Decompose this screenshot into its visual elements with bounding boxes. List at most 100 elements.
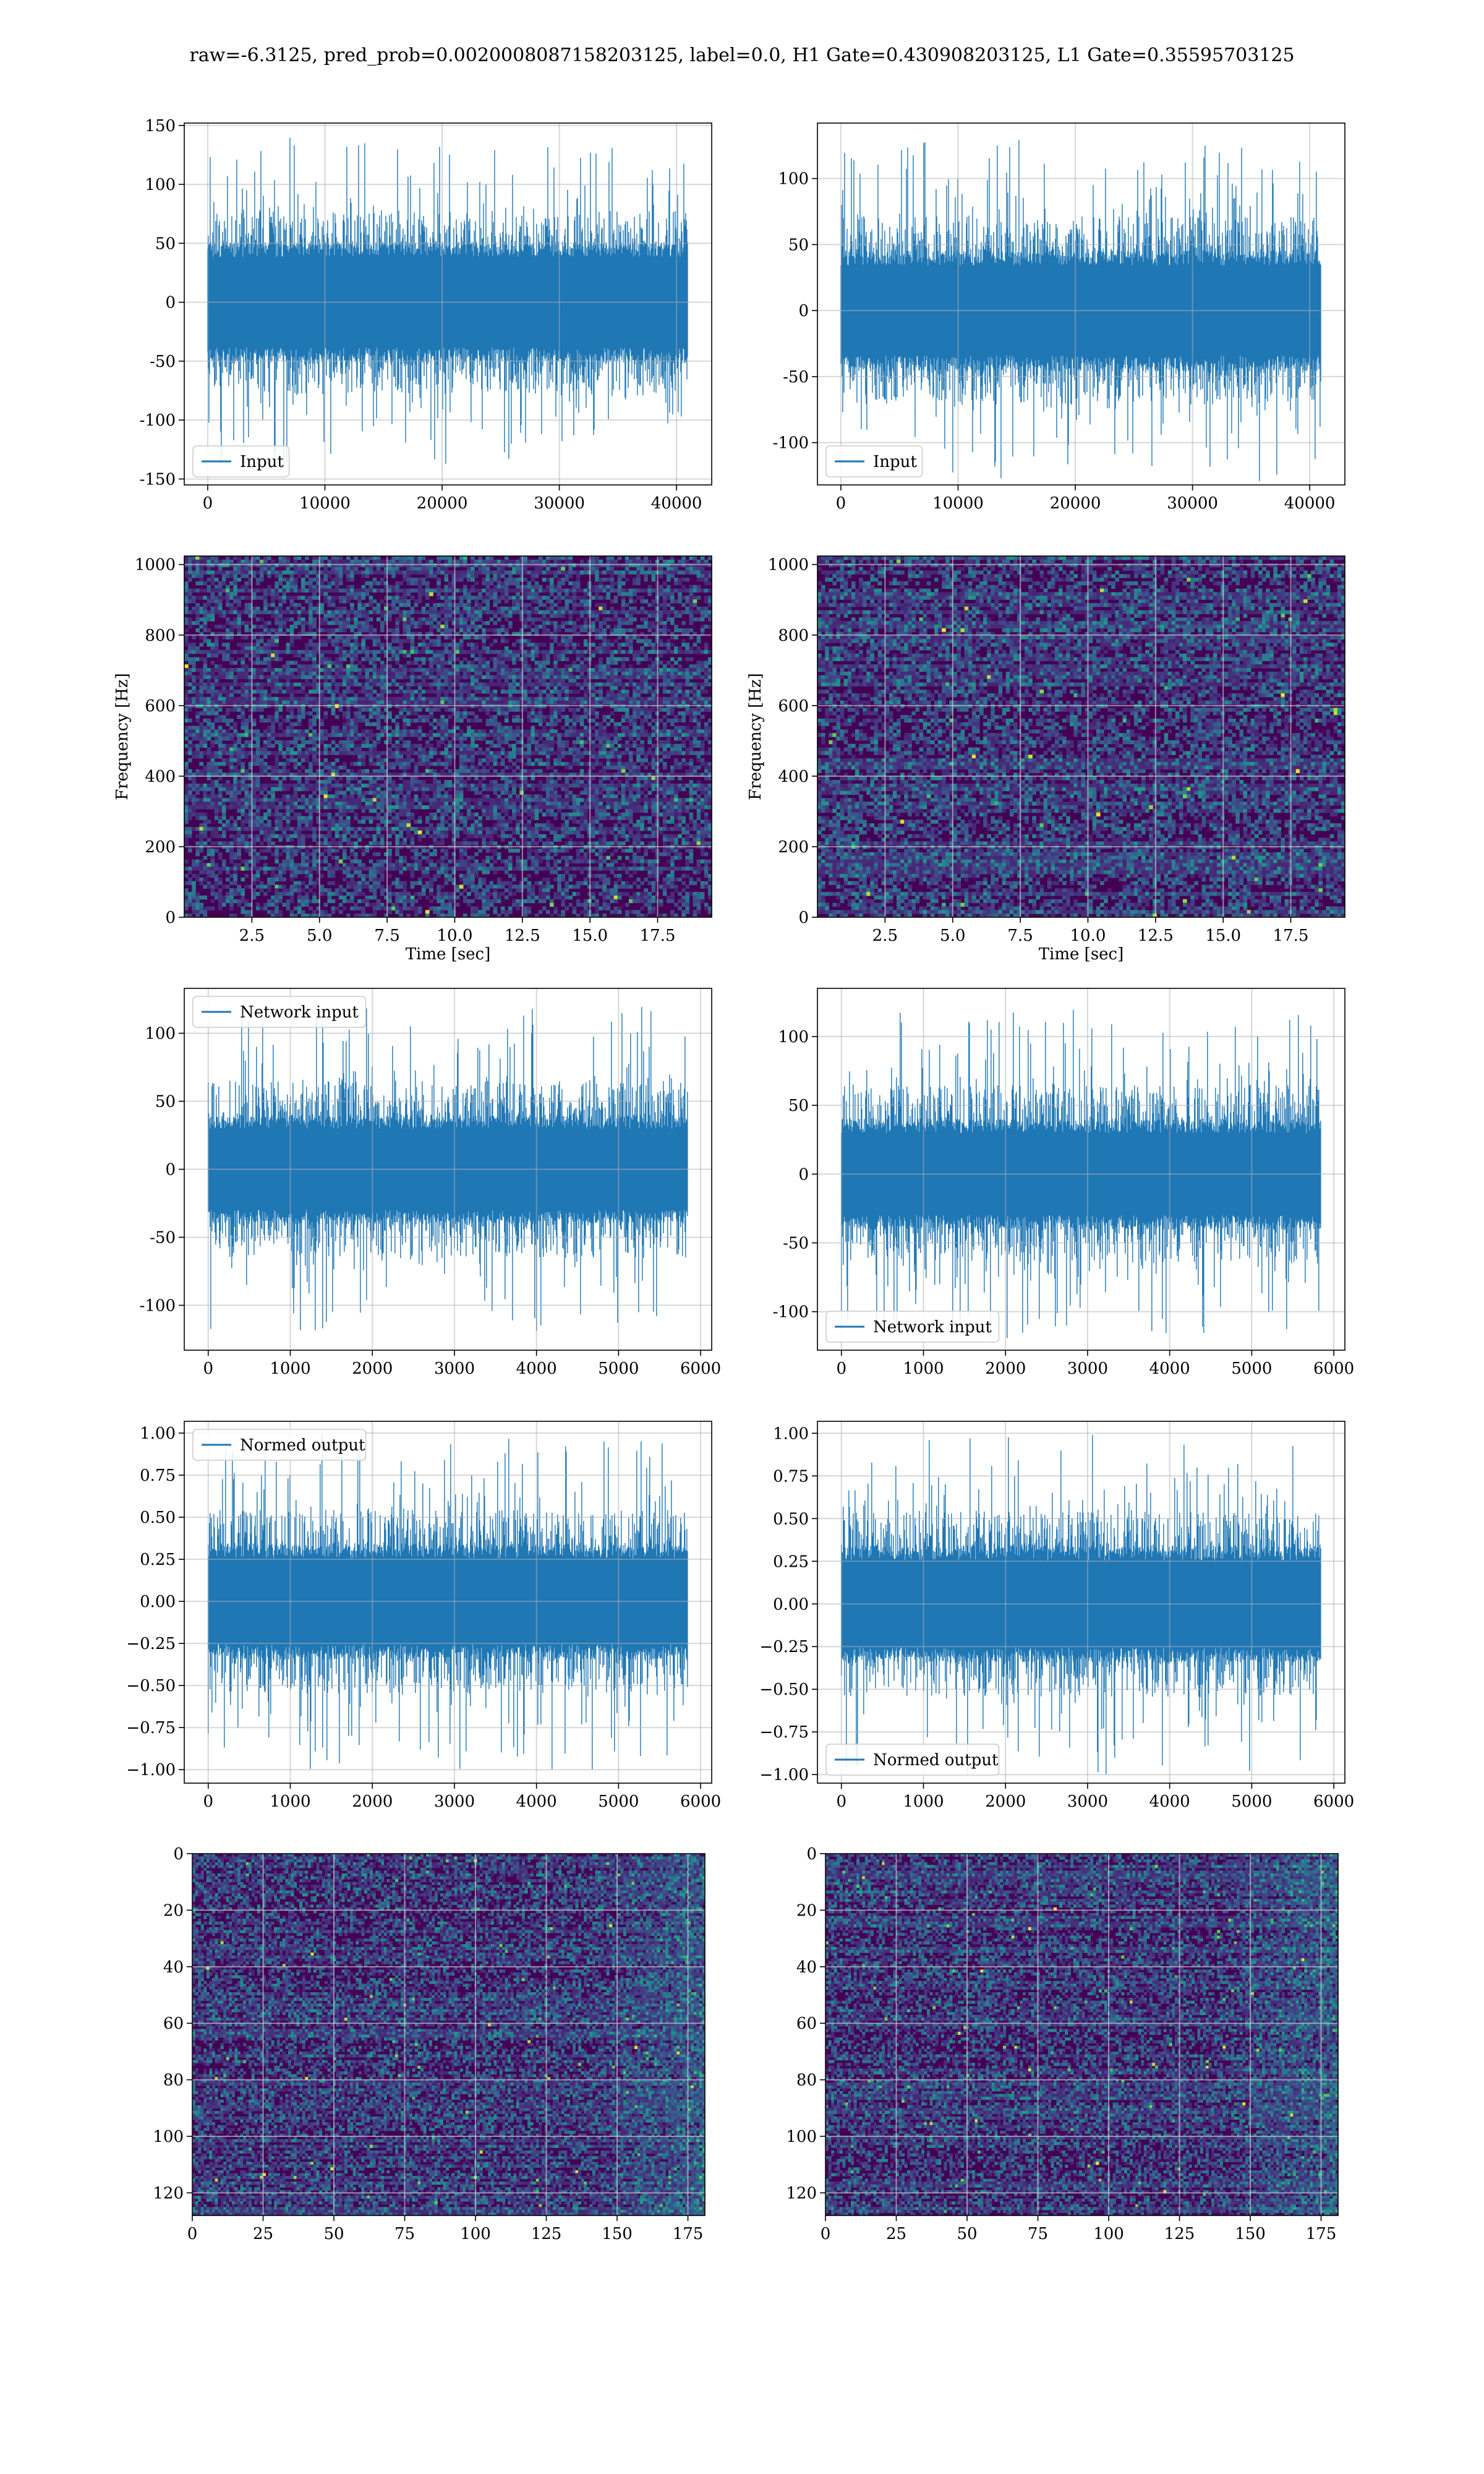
y-tick-label: 120 [786, 2184, 817, 2202]
grid-row3-right [817, 988, 1345, 1350]
legend-label: Normed output [240, 1436, 365, 1455]
axes-frame-row1-left [184, 122, 712, 486]
x-tick-label: 1000 [903, 1359, 944, 1378]
legend-row1-left: Input [192, 445, 290, 477]
grid-row1-left [184, 123, 712, 485]
x-tick-label: 4000 [1149, 1359, 1190, 1378]
y-tick-label: 80 [796, 2071, 817, 2090]
x-tick-label: 4000 [516, 1359, 557, 1378]
y-tick-label: −0.50 [759, 1680, 809, 1699]
x-tick-label: 5.0 [307, 927, 332, 945]
x-tick-label: 3000 [1067, 1792, 1108, 1811]
legend-label: Network input [240, 1003, 359, 1022]
subplot-row2-left: 2.5 5.0 7.5 10.0 12.5 15.0 17.5 0 200 400 600 800 10… [113, 555, 712, 964]
x-tick-label: 10.0 [1070, 927, 1106, 945]
y-tick-label: −1.00 [759, 1766, 809, 1784]
y-tick-label: 0.50 [140, 1509, 176, 1527]
x-tick-label: 175 [673, 2225, 704, 2243]
y-tick-label: 0 [173, 1845, 184, 1864]
y-tick-label: 100 [153, 2128, 184, 2146]
x-tick-label: 5000 [598, 1792, 639, 1811]
subplot-row1-right: 0 10000 20000 30000 40000 -100 -50 0 50 100 Input [773, 122, 1345, 513]
y-tick-label: 0 [798, 302, 809, 320]
y-tick-label: 0 [798, 1165, 809, 1184]
x-tick-label: 2.5 [872, 927, 898, 945]
axes-frame-row2-right [817, 555, 1345, 918]
x-tick-label: 5000 [598, 1359, 639, 1378]
x-tick-label: 4000 [1149, 1792, 1190, 1811]
y-tick-label: 100 [786, 2128, 817, 2146]
legend-box [192, 1429, 367, 1461]
grid-row4-right [817, 1421, 1345, 1783]
x-tick-label: 0 [836, 1359, 846, 1378]
x-tick-label: 12.5 [505, 927, 540, 945]
x-tick-label: 2000 [352, 1359, 393, 1378]
legend-box [192, 445, 290, 477]
subplot-row5-left: 0 25 50 75 100 125 150 175 0 20 40 60 80 100 120 [153, 1845, 706, 2243]
x-tick-label: 0 [203, 1359, 213, 1378]
x-tick-label: 0 [187, 2225, 198, 2243]
x-tick-label: 30000 [534, 494, 585, 513]
y-tick-label: 50 [788, 236, 809, 254]
x-tick-label: 30000 [1167, 494, 1218, 513]
legend-box [825, 1311, 1000, 1343]
x-tick-label: 50 [957, 2225, 977, 2243]
x-tick-label: 7.5 [1007, 927, 1033, 945]
y-tick-label: −1.00 [126, 1761, 176, 1779]
y-tick-label: 0.50 [773, 1510, 809, 1528]
y-axis-label: Frequency [Hz] [113, 673, 132, 800]
grid-row1-right [817, 123, 1345, 485]
subplot-row4-right: 0 1000 2000 3000 4000 5000 6000 −1.00 −0.75 −0.50… [759, 1421, 1354, 1811]
x-tick-label: 5000 [1231, 1359, 1272, 1378]
legend-row4-right: Normed output [825, 1744, 1000, 1776]
y-tick-label: 600 [778, 697, 809, 716]
y-tick-label: −0.50 [126, 1677, 176, 1695]
x-tick-label: 15.0 [1205, 927, 1241, 945]
x-tick-label: 5000 [1231, 1792, 1272, 1811]
x-tick-label: 0 [203, 1792, 213, 1811]
y-tick-label: 80 [163, 2071, 184, 2090]
y-tick-label: 60 [163, 2014, 184, 2033]
y-tick-label: 60 [796, 2014, 817, 2033]
legend-row3-right: Network input [825, 1311, 1000, 1343]
y-tick-label: 600 [145, 697, 176, 716]
x-tick-label: 17.5 [640, 927, 676, 945]
y-tick-label: 100 [778, 170, 809, 189]
legend-label: Input [240, 453, 284, 471]
x-tick-label: 6000 [680, 1792, 721, 1811]
axes-frame-row2-left [184, 555, 712, 918]
y-tick-label: −0.75 [759, 1723, 809, 1742]
subplot-row1-left: 0 10000 20000 30000 40000 -150 -100 -50 0 50 100 15… [140, 117, 712, 513]
x-tick-label: 2.5 [239, 927, 265, 945]
y-tick-label: 0.00 [140, 1593, 176, 1611]
y-tick-label: 20 [163, 1901, 184, 1920]
axes-frame-row1-right [817, 122, 1345, 486]
x-tick-label: 25 [253, 2225, 273, 2243]
x-tick-label: 6000 [680, 1359, 721, 1378]
y-tick-label: 100 [145, 1025, 176, 1043]
axes-frame-row3-right [817, 988, 1345, 1351]
legend-label: Network input [873, 1318, 992, 1337]
y-tick-label: -100 [140, 411, 176, 430]
x-tick-label: 6000 [1313, 1359, 1354, 1378]
y-tick-label: 1.00 [140, 1424, 176, 1443]
figure-title: raw=-6.3125, pred_prob=0.002000808715820… [189, 45, 1294, 66]
x-tick-label: 40000 [1284, 494, 1336, 513]
x-tick-label: 0 [836, 494, 846, 513]
y-tick-label: 0.75 [140, 1466, 176, 1485]
y-tick-label: 0 [806, 1845, 817, 1864]
x-tick-label: 6000 [1313, 1792, 1354, 1811]
x-tick-label: 75 [1028, 2225, 1048, 2243]
x-tick-label: 150 [602, 2225, 633, 2243]
subplot-row3-right: 0 1000 2000 3000 4000 5000 6000 -100 -50 0 50 100 Ne… [773, 988, 1354, 1378]
x-tick-label: 0 [836, 1792, 846, 1811]
y-tick-label: -50 [150, 353, 176, 371]
y-tick-label: 0.25 [773, 1552, 809, 1571]
x-tick-label: 17.5 [1273, 927, 1309, 945]
x-tick-label: 40000 [651, 494, 702, 513]
y-tick-label: 150 [145, 117, 176, 135]
y-tick-label: 800 [145, 627, 176, 645]
x-tick-label: 4000 [516, 1792, 557, 1811]
y-tick-label: 800 [778, 627, 809, 645]
subplot-row4-left: 0 1000 2000 3000 4000 5000 6000 −1.00 −0.75 −0.50… [126, 1421, 721, 1811]
